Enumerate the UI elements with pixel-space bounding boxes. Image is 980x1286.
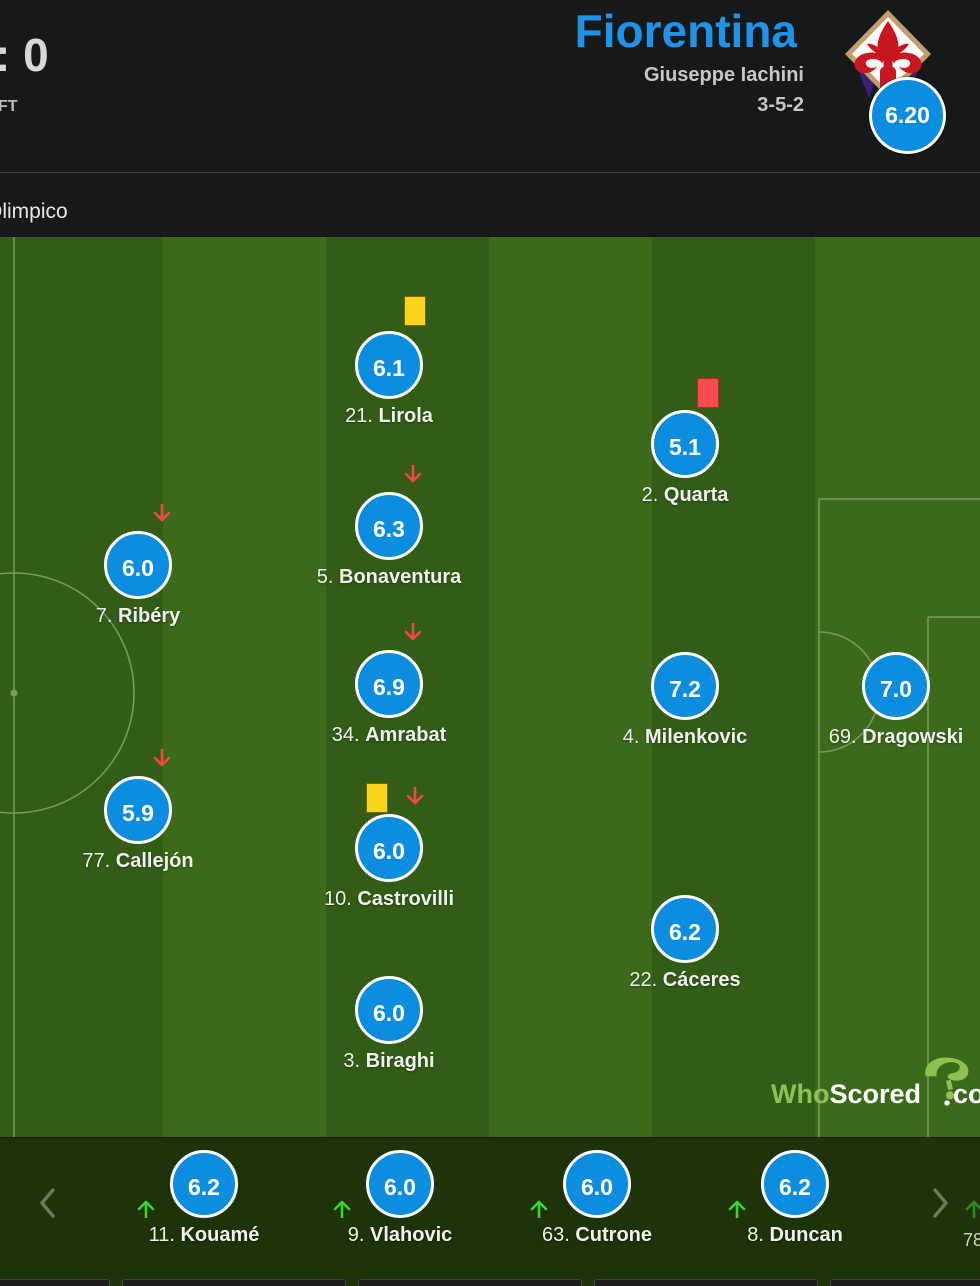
svg-text:com: com [953, 1079, 980, 1109]
svg-text:WhoScored: WhoScored [771, 1079, 921, 1109]
